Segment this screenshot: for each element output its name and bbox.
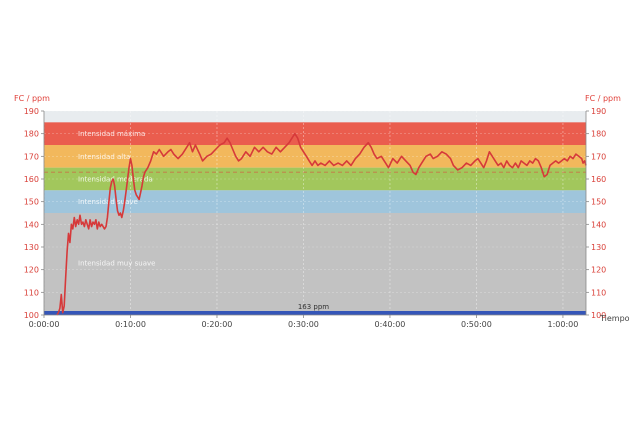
y-tick-label-right-8: 180 [591,130,606,139]
zone-label-3: Intensidad suave [78,198,138,206]
y-axis-title-right: FC / ppm [585,94,621,103]
zone-labels: Intensidad máxima Intensidad alta Intensid… [78,130,155,267]
y-tick-label-left-4: 140 [24,220,39,229]
x-tick-label-3: 0:30:00 [288,320,319,329]
zone-label-4: Intensidad muy suave [78,259,155,267]
zone-band-2 [44,167,586,191]
series-line-0 [56,132,587,316]
zone-label-0: Intensidad máxima [78,130,145,138]
y-tick-label-right-1: 110 [591,288,606,297]
y-tick-label-left-6: 160 [24,175,39,184]
x-tick-label-5: 0:50:00 [461,320,492,329]
zone-band-3 [44,190,586,213]
y-tick-label-right-7: 170 [591,152,606,161]
y-tick-label-right-3: 130 [591,243,606,252]
y-axis-title-left: FC / ppm [14,94,50,103]
y-tick-label-right-9: 190 [591,107,606,116]
x-tick-label-1: 0:10:00 [115,320,146,329]
x-tick-label-4: 0:40:00 [375,320,406,329]
x-tick-label-0: 0:00:00 [29,320,60,329]
x-tick-label-2: 0:20:00 [202,320,233,329]
y-tick-label-left-9: 190 [24,107,39,116]
y-tick-label-right-6: 160 [591,175,606,184]
intensity-zones [44,122,586,313]
average-bar [44,311,586,315]
axes: 100 100 110 110 120 120 130 130 140 140 150 150 160 1… [24,107,607,329]
x-axis-title: Tiempo [599,314,630,323]
zone-band-0 [44,122,586,145]
y-tick-label-left-2: 120 [24,266,39,275]
y-tick-label-right-4: 140 [591,220,606,229]
y-tick-label-left-3: 130 [24,243,39,252]
y-tick-label-left-5: 150 [24,198,39,207]
zone-band-1 [44,145,586,168]
heart-rate-series [56,132,587,316]
zone-band-4 [44,213,586,313]
y-tick-label-left-8: 180 [24,130,39,139]
y-tick-label-right-0: 100 [591,311,606,320]
y-tick-label-right-2: 120 [591,266,606,275]
average-band: 163 ppm [44,171,586,315]
y-tick-label-left-0: 100 [24,311,39,320]
average-label: 163 ppm [298,303,329,311]
y-tick-label-left-7: 170 [24,152,39,161]
x-tick-label-6: 1:00:00 [548,320,579,329]
zone-label-1: Intensidad alta [78,153,130,161]
y-tick-label-right-5: 150 [591,198,606,207]
zone-label-2: Intensidad moderada [78,176,153,184]
y-tick-label-left-1: 110 [24,288,39,297]
